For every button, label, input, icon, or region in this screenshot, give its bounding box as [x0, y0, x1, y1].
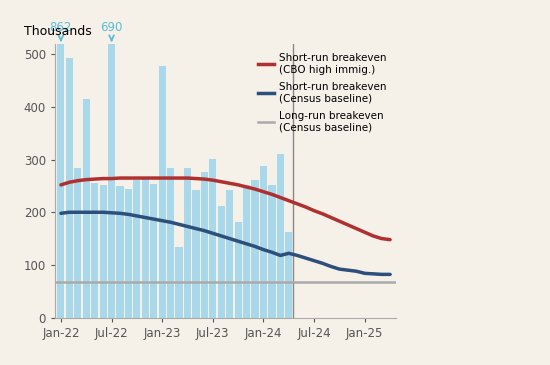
Bar — [100, 185, 107, 318]
Legend: Short-run breakeven
(CBO high immig.), Short-run breakeven
(Census baseline), Lo: Short-run breakeven (CBO high immig.), S… — [254, 49, 391, 137]
Bar — [66, 58, 73, 318]
Text: 862: 862 — [50, 21, 72, 41]
Bar — [91, 183, 98, 318]
Bar — [209, 158, 217, 318]
Bar — [192, 190, 200, 318]
Bar — [285, 232, 293, 318]
Bar — [234, 222, 242, 318]
Bar — [184, 168, 191, 318]
Bar — [226, 190, 233, 318]
Bar — [133, 180, 140, 318]
Bar — [251, 180, 258, 318]
Text: Thousands: Thousands — [24, 25, 92, 38]
Bar — [201, 172, 208, 318]
Bar — [175, 247, 183, 318]
Bar — [117, 186, 124, 318]
Bar — [218, 206, 225, 318]
Bar — [167, 168, 174, 318]
Bar — [74, 168, 81, 318]
Text: 690: 690 — [100, 21, 123, 41]
Bar — [158, 66, 166, 318]
Bar — [82, 99, 90, 318]
Bar — [57, 0, 64, 318]
Bar — [243, 185, 250, 318]
Bar — [150, 184, 157, 318]
Bar — [277, 154, 284, 318]
Bar — [142, 178, 149, 318]
Bar — [260, 166, 267, 318]
Bar — [268, 185, 276, 318]
Bar — [125, 189, 132, 318]
Bar — [108, 0, 115, 318]
